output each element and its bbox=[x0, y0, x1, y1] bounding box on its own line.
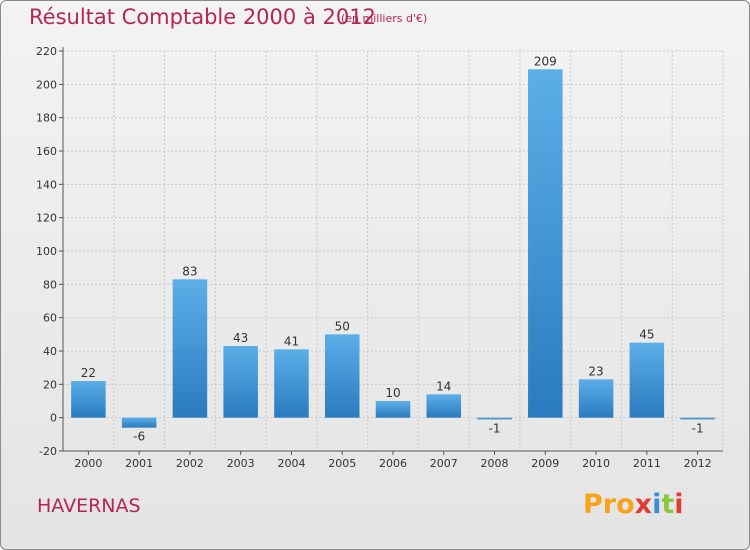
bar-value-label: 23 bbox=[588, 364, 603, 378]
y-tick-label: 160 bbox=[36, 145, 57, 158]
bar bbox=[71, 381, 106, 418]
bar bbox=[477, 417, 512, 420]
bar bbox=[629, 342, 665, 418]
logo-part: i bbox=[652, 489, 662, 520]
x-tick-label: 2003 bbox=[227, 457, 255, 470]
bar bbox=[375, 401, 411, 418]
bar bbox=[223, 346, 258, 418]
bar-value-label: 22 bbox=[81, 366, 96, 380]
bar bbox=[324, 334, 360, 418]
logo-part: x bbox=[634, 489, 653, 520]
bar-value-label: 83 bbox=[182, 264, 197, 278]
y-tick-label: -20 bbox=[39, 445, 57, 458]
bar-value-label: 14 bbox=[436, 379, 451, 393]
y-tick-label: 60 bbox=[43, 312, 57, 325]
bar-value-label: 43 bbox=[233, 331, 248, 345]
y-tick-label: 0 bbox=[50, 412, 57, 425]
proxiti-logo: Proxiti bbox=[583, 489, 684, 520]
chart-subtitle: (en milliers d'€) bbox=[341, 12, 428, 25]
logo-part: t bbox=[661, 489, 675, 520]
bar-value-label: 209 bbox=[534, 54, 557, 68]
y-tick-label: 80 bbox=[43, 278, 57, 291]
x-tick-label: 2004 bbox=[277, 457, 305, 470]
x-tick-label: 2006 bbox=[379, 457, 407, 470]
y-tick-label: 40 bbox=[43, 345, 57, 358]
place-name: HAVERNAS bbox=[37, 495, 141, 517]
bar bbox=[426, 394, 462, 418]
bar-value-label: -6 bbox=[133, 430, 145, 444]
bar bbox=[121, 417, 157, 428]
x-tick-label: 2011 bbox=[633, 457, 661, 470]
chart-title: Résultat Comptable 2000 à 2012 bbox=[29, 5, 376, 29]
bar bbox=[172, 279, 208, 418]
x-tick-label: 2008 bbox=[481, 457, 509, 470]
bar-value-label: 10 bbox=[385, 386, 400, 400]
x-tick-label: 2009 bbox=[531, 457, 559, 470]
bar bbox=[680, 417, 715, 420]
logo-part: Pro bbox=[583, 489, 635, 520]
bar bbox=[274, 349, 309, 418]
bar-value-label: -1 bbox=[692, 421, 704, 435]
y-tick-label: 120 bbox=[36, 212, 57, 225]
y-tick-label: 200 bbox=[36, 78, 57, 91]
x-tick-label: 2010 bbox=[582, 457, 610, 470]
bar-value-label: 50 bbox=[335, 319, 350, 333]
x-tick-label: 2007 bbox=[430, 457, 458, 470]
bar-value-label: 41 bbox=[284, 334, 299, 348]
bar-value-label: -1 bbox=[489, 421, 501, 435]
bar-value-label: 45 bbox=[639, 328, 654, 342]
y-tick-label: 220 bbox=[36, 45, 57, 58]
x-tick-label: 2002 bbox=[176, 457, 204, 470]
bar bbox=[578, 379, 614, 418]
y-tick-label: 140 bbox=[36, 178, 57, 191]
logo-part: i bbox=[674, 489, 684, 520]
y-tick-label: 180 bbox=[36, 112, 57, 125]
y-tick-label: 20 bbox=[43, 378, 57, 391]
x-tick-label: 2000 bbox=[74, 457, 102, 470]
x-tick-label: 2005 bbox=[328, 457, 356, 470]
x-tick-label: 2012 bbox=[684, 457, 712, 470]
x-tick-label: 2001 bbox=[125, 457, 153, 470]
y-tick-label: 100 bbox=[36, 245, 57, 258]
bar bbox=[528, 69, 563, 418]
